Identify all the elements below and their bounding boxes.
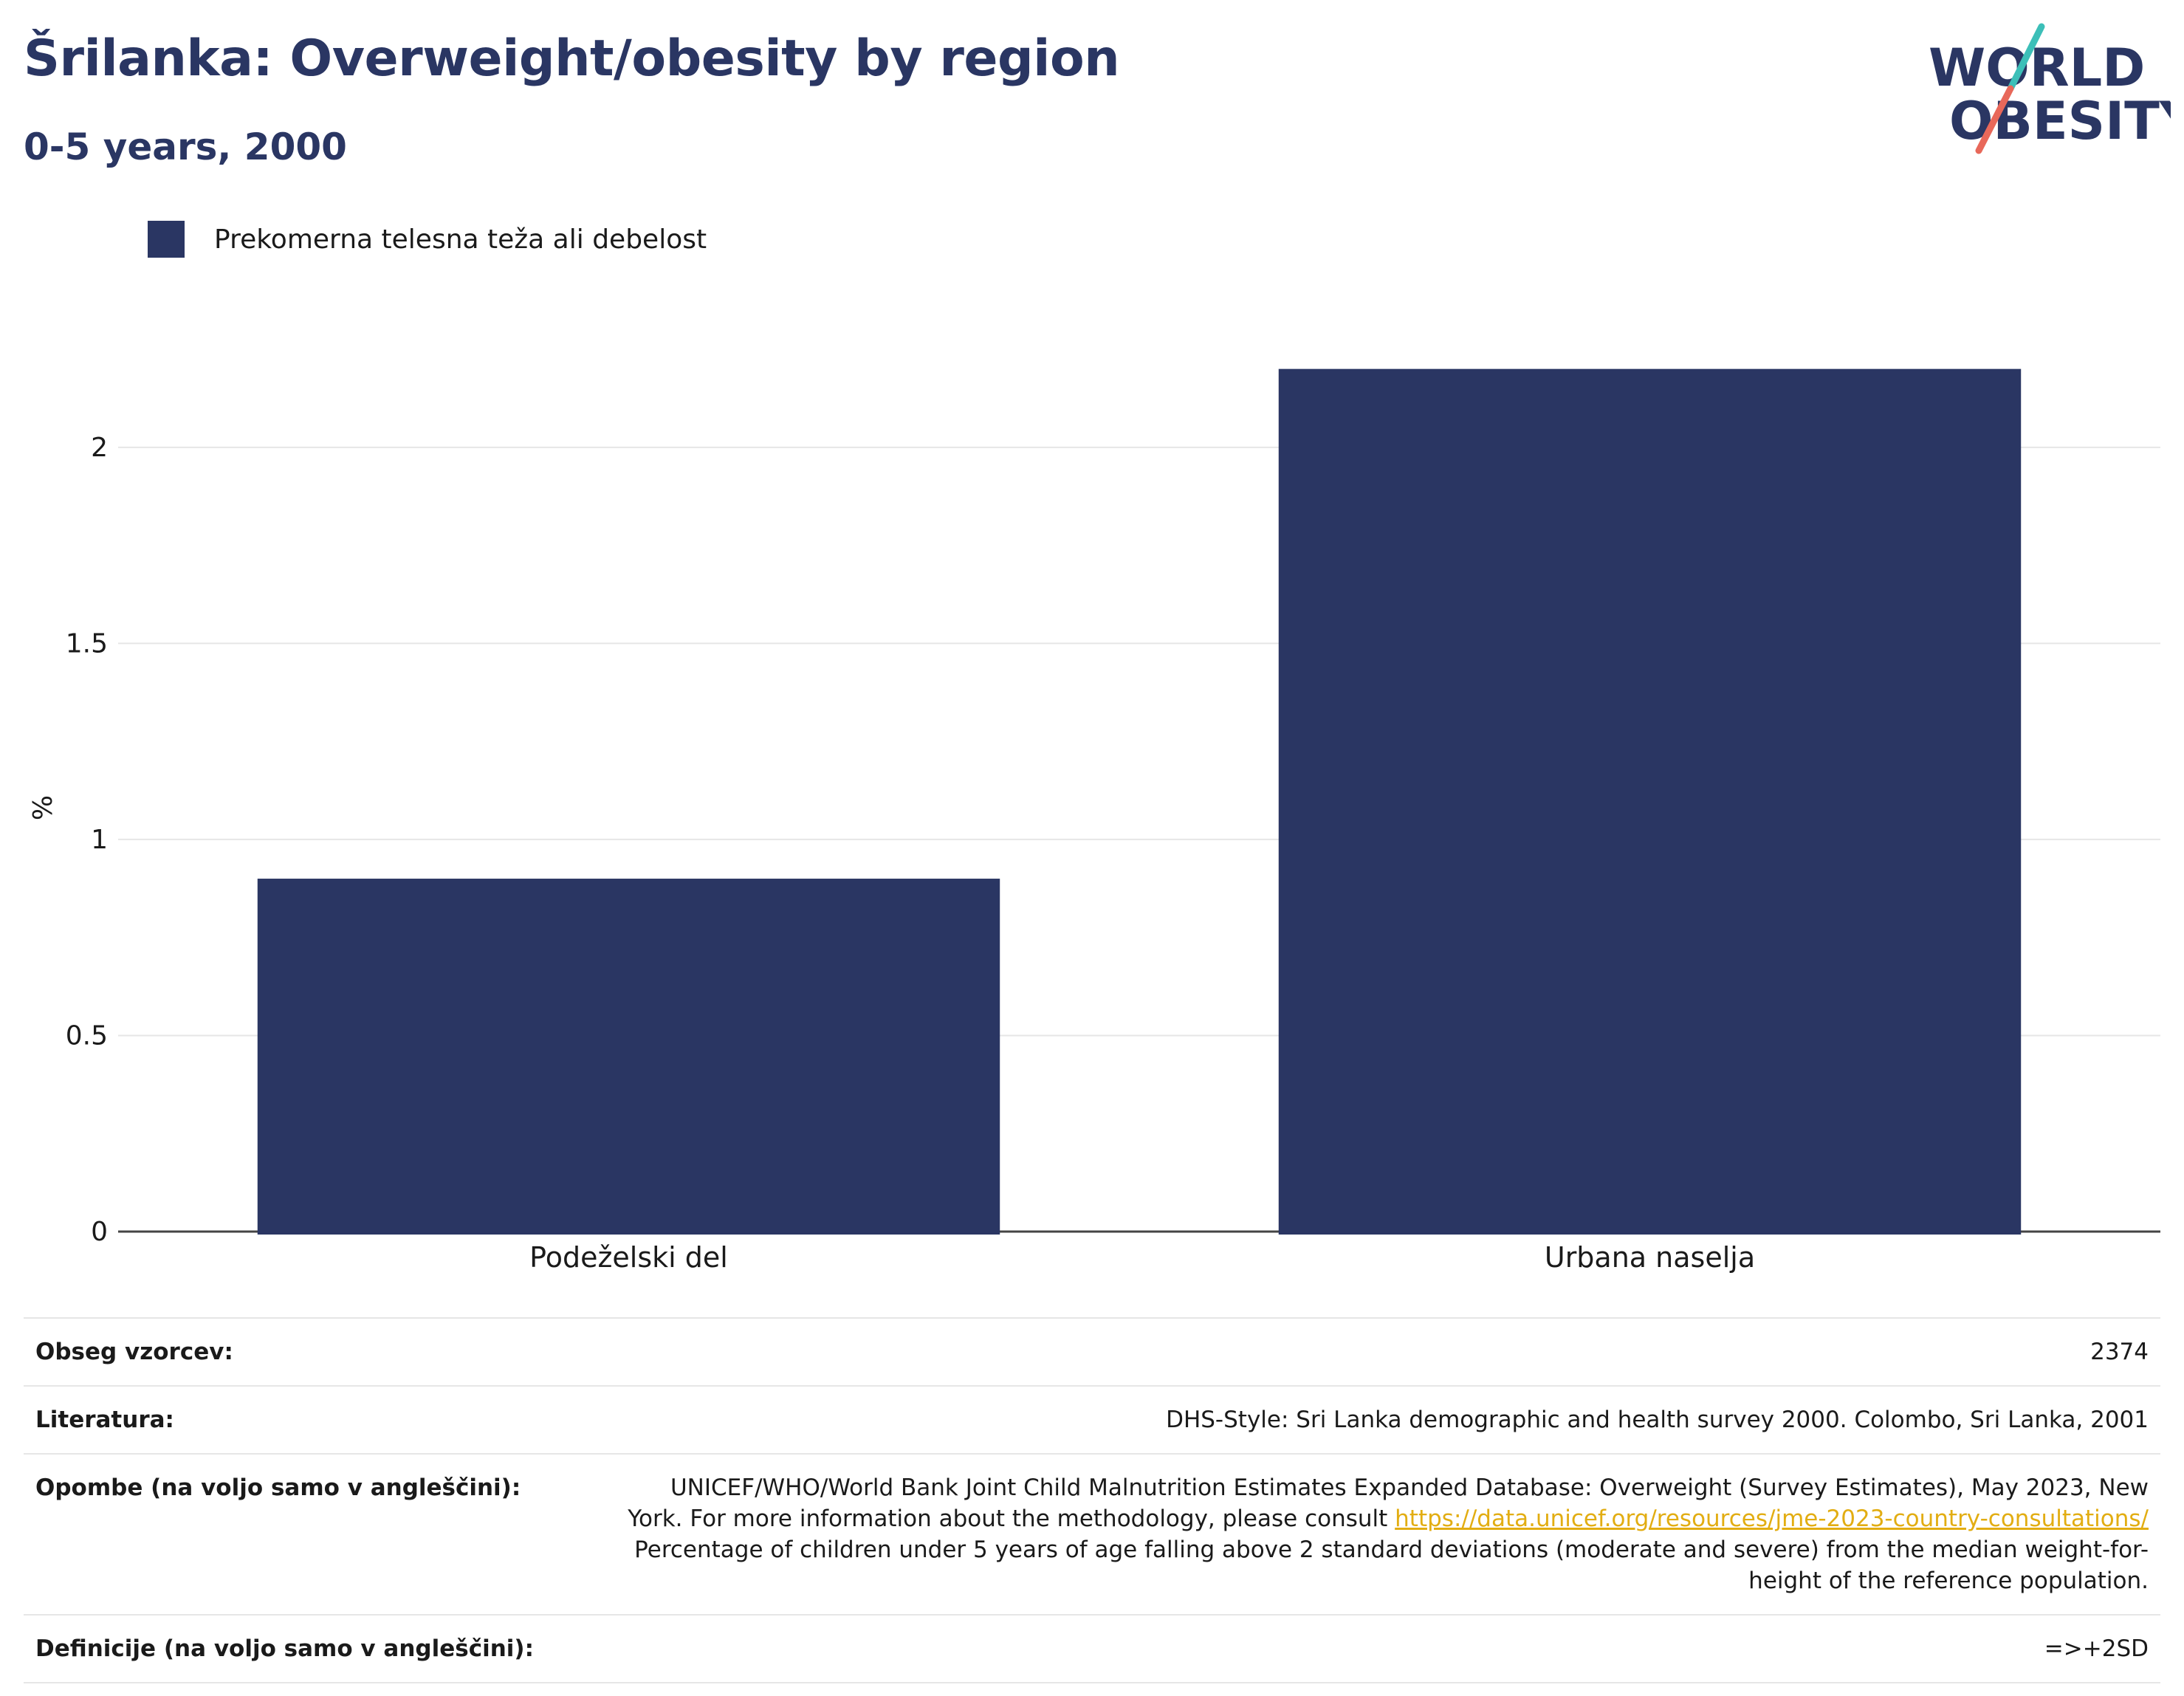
y-tick-label: 2 <box>91 433 108 463</box>
bars <box>257 368 2022 1235</box>
x-category-label: Podeželski del <box>529 1241 728 1274</box>
sample-size-value: 2374 <box>2090 1339 2149 1365</box>
logo-coral-slash <box>1975 85 2014 154</box>
notes-label: Opombe (na voljo samo v angleščini): <box>35 1474 521 1501</box>
info-table: Obseg vzorcev: 2374 Literatura: DHS-Styl… <box>24 1317 2160 1683</box>
logo-line2: OBESITY <box>1949 91 2171 151</box>
bar-2 <box>1278 368 2022 1235</box>
notes-link[interactable]: https://data.unicef.org/resources/jme-20… <box>1395 1506 2149 1532</box>
y-axis-ticks: 0 0.5 1 1.5 2 <box>66 433 108 1247</box>
literature-value: DHS-Style: Sri Lanka demographic and hea… <box>1166 1407 2149 1433</box>
info-row-sample-size: Obseg vzorcev: 2374 <box>24 1318 2160 1386</box>
y-tick-label: 1.5 <box>66 628 108 659</box>
logo-teal-slash <box>2007 23 2045 92</box>
notes-text-after: Percentage of children under 5 years of … <box>634 1537 2149 1594</box>
logo-line1: WORLD <box>1929 38 2145 98</box>
notes-value: UNICEF/WHO/World Bank Joint Child Malnut… <box>608 1454 2160 1615</box>
chart-legend: Prekomerna telesna teža ali debelost <box>148 219 707 259</box>
chart-subtitle: 0-5 years, 2000 <box>24 126 347 168</box>
literature-label: Literatura: <box>35 1407 174 1433</box>
notes-text-before: UNICEF/WHO/World Bank Joint Child Malnut… <box>628 1474 2149 1532</box>
sample-size-label: Obseg vzorcev: <box>35 1339 233 1365</box>
definitions-label: Definicije (na voljo samo v angleščini): <box>35 1635 534 1662</box>
legend-swatch <box>148 221 185 258</box>
info-row-definitions: Definicije (na voljo samo v angleščini):… <box>24 1615 2160 1683</box>
logo-graphic: WORLD OBESITY <box>1929 23 2184 154</box>
legend-label: Prekomerna telesna teža ali debelost <box>214 224 707 255</box>
bar-chart: 0 0.5 1 1.5 2 Podeželski del Urbana naselja % <box>28 368 2160 1274</box>
info-row-notes: Opombe (na voljo samo v angleščini): UNI… <box>24 1454 2160 1615</box>
x-category-label: Urbana naselja <box>1545 1241 1755 1274</box>
world-obesity-logo: WORLD OBESITY <box>1927 21 2184 161</box>
definitions-value: =>+2SD <box>2044 1635 2149 1662</box>
bar-1 <box>257 879 1000 1235</box>
chart-title: Šrilanka: Overweight/obesity by region <box>24 30 1120 88</box>
info-row-literature: Literatura: DHS-Style: Sri Lanka demogra… <box>24 1386 2160 1454</box>
y-tick-label: 0 <box>91 1217 108 1247</box>
y-tick-label: 0.5 <box>66 1020 108 1051</box>
y-axis-label: % <box>28 795 58 820</box>
y-tick-label: 1 <box>91 825 108 855</box>
x-axis-categories: Podeželski del Urbana naselja <box>529 1241 1755 1274</box>
